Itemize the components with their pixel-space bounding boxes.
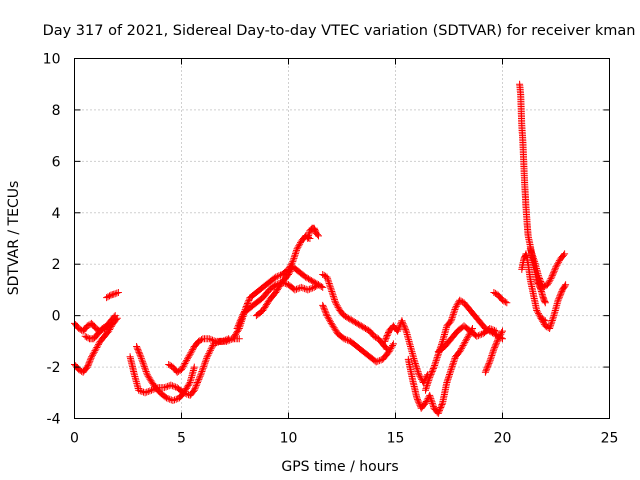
- marker-trace: [103, 289, 122, 302]
- series-track-22: [518, 250, 549, 325]
- series-track-4: [103, 289, 122, 302]
- y-tick-label: 6: [52, 154, 61, 170]
- series-track-11: [304, 224, 322, 242]
- data-markers: [71, 80, 570, 417]
- x-tick-label: 20: [494, 431, 512, 447]
- marker-trace: [133, 343, 198, 404]
- marker-trace: [165, 335, 233, 376]
- marker-trace: [304, 224, 322, 242]
- marker-trace: [319, 301, 397, 366]
- series-track-23: [526, 245, 569, 291]
- y-tick-label: -2: [47, 360, 61, 376]
- series-track-15: [404, 355, 451, 417]
- series-track-6: [133, 343, 198, 404]
- series-track-19: [481, 327, 506, 376]
- x-tick-label: 5: [177, 431, 186, 447]
- marker-trace: [537, 281, 570, 332]
- marker-trace: [518, 250, 549, 325]
- marker-trace: [443, 325, 476, 386]
- series-track-18: [443, 325, 476, 386]
- axis-ticks: 0 5 10 15 20 25 -4 -2 0 2 4 6 8 10: [43, 52, 619, 447]
- plot-frame: [74, 58, 610, 419]
- series-track-24: [537, 281, 570, 332]
- y-tick-label: -4: [47, 412, 61, 428]
- series-track-14: [381, 317, 432, 386]
- series-track-17: [434, 322, 500, 356]
- series-track-9: [229, 232, 314, 343]
- marker-trace: [81, 312, 119, 343]
- x-tick-label: 10: [280, 431, 298, 447]
- x-tick-label: 15: [387, 431, 405, 447]
- grid: [74, 58, 610, 419]
- series-track-20: [490, 289, 511, 307]
- y-tick-label: 2: [52, 257, 61, 273]
- y-tick-label: 4: [52, 206, 61, 222]
- marker-trace: [481, 327, 506, 376]
- marker-trace: [404, 355, 451, 417]
- y-tick-label: 10: [43, 52, 61, 68]
- marker-trace: [434, 322, 500, 356]
- series-track-13: [319, 301, 397, 366]
- marker-trace: [319, 271, 391, 353]
- marker-trace: [252, 263, 327, 320]
- y-axis-label: SDTVAR / TECUs: [6, 181, 22, 296]
- marker-trace: [229, 232, 314, 343]
- series-track-12: [319, 271, 391, 353]
- y-tick-label: 0: [52, 309, 61, 325]
- y-tick-label: 8: [52, 103, 61, 119]
- series-track-10: [252, 263, 327, 320]
- x-axis-label: GPS time / hours: [281, 459, 398, 475]
- marker-trace: [490, 289, 511, 307]
- marker-trace: [381, 317, 432, 386]
- marker-trace: [526, 245, 569, 291]
- series-track-3: [81, 312, 119, 343]
- x-tick-label: 0: [70, 431, 79, 447]
- series-track-7: [165, 335, 233, 376]
- x-tick-label: 25: [601, 431, 619, 447]
- chart-title: Day 317 of 2021, Sidereal Day-to-day VTE…: [43, 23, 636, 39]
